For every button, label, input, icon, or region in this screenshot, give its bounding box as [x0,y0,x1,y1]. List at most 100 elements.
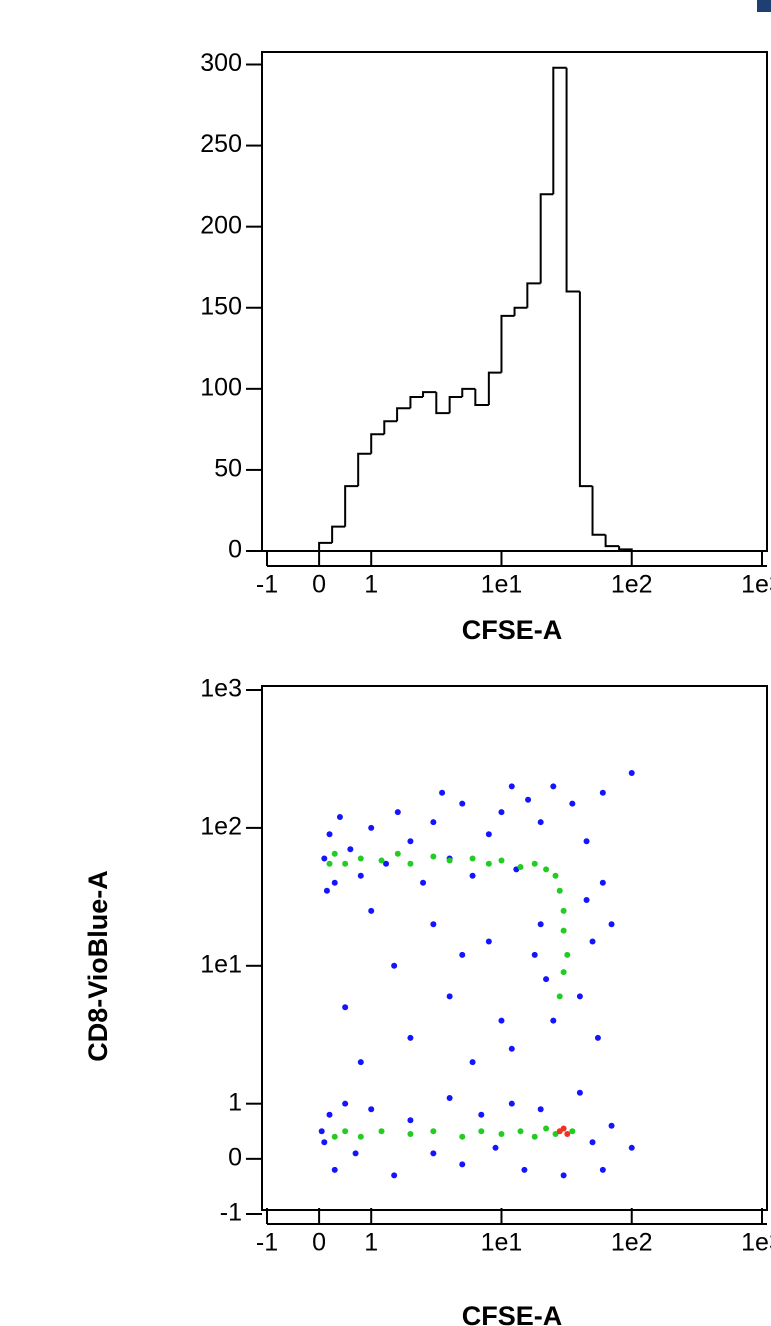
dot [446,993,453,1000]
dot [368,907,375,914]
dot [342,1004,349,1011]
dot [508,783,515,790]
hist-bin [396,407,411,422]
dot [537,921,544,928]
y-tick-label: 1e3 [200,675,242,703]
dot [394,850,401,857]
dot [485,938,492,945]
dot [368,1106,375,1113]
dot [321,855,328,862]
dot [459,1133,466,1140]
dot [478,1111,485,1118]
dot [391,962,398,969]
dot [485,831,492,838]
x-tick-label: 0 [312,1229,326,1257]
dot [628,770,635,777]
y-tick-label: 1e2 [200,813,242,841]
dot [569,1128,576,1135]
dot [560,1172,567,1179]
dot [323,887,330,894]
dot [459,1161,466,1168]
dot [560,927,567,934]
dot [430,819,437,826]
dot [521,1166,528,1173]
dot [498,1131,505,1138]
y-tick-label: 0 [228,1143,242,1171]
dot [608,1122,615,1129]
hist-bin [435,392,450,415]
dot [407,1131,414,1138]
x-tick-label: 1e3 [741,1229,771,1257]
dot [543,1125,550,1132]
dot [469,855,476,862]
hist-bin [552,66,567,195]
hist-bin [591,486,606,536]
corner-decor [757,0,771,12]
dot [583,896,590,903]
y-tick-label: 250 [200,130,242,158]
dot [589,1139,596,1146]
dot [537,819,544,826]
dot [531,860,538,867]
x-tick-label: 1e1 [481,571,523,599]
dot [556,887,563,894]
dot [347,846,354,853]
dot [560,1125,567,1132]
dot [331,1133,338,1140]
dot [556,993,563,1000]
dot [326,1111,333,1118]
dot [357,855,364,862]
x-tick-label: 0 [312,571,326,599]
dot [407,1034,414,1041]
dot [446,857,453,864]
hist-bin [618,546,633,551]
dot [478,1128,485,1135]
dot [459,951,466,958]
dot [407,838,414,845]
dot [599,789,606,796]
hist-bin [357,452,372,487]
dot [498,1017,505,1024]
dot [608,921,615,928]
dot [342,1128,349,1135]
dot [331,1166,338,1173]
dot [407,860,414,867]
dot [517,1128,524,1135]
plot-frame [261,51,768,552]
dot [599,879,606,886]
dot [407,1117,414,1124]
dot [498,857,505,864]
dot [326,831,333,838]
dot [430,853,437,860]
dot [336,813,343,820]
dot [508,1100,515,1107]
dot [543,976,550,983]
dot [326,860,333,867]
dot [594,1034,601,1041]
dot [331,850,338,857]
dot [569,800,576,807]
dot [446,1094,453,1101]
dot [368,824,375,831]
dot [576,993,583,1000]
x-tick-label: 1 [364,1229,378,1257]
dot [492,1144,499,1151]
hist-bin [383,420,398,435]
dot [378,1128,385,1135]
hist-bin [344,485,359,527]
x-tick-label: 1e2 [611,1229,653,1257]
x-tick-label: 1e2 [611,571,653,599]
dot [560,907,567,914]
dot [352,1150,359,1157]
hist-bin [526,282,541,308]
plot-frame [261,685,768,1211]
y-tick-label: 0 [228,536,242,564]
y-tick-label: 1e1 [200,950,242,978]
y-tick-label: 150 [200,292,242,320]
hist-bin [422,391,437,397]
y-axis-label: CD8-VioBlue-A [83,870,113,1062]
y-tick-label: 50 [214,455,242,483]
dot [498,809,505,816]
